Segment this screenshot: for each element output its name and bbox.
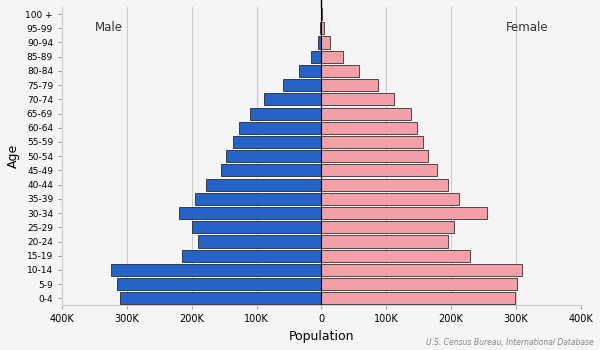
Bar xyxy=(322,36,330,49)
Bar xyxy=(322,221,454,233)
Bar xyxy=(195,193,322,205)
Text: Female: Female xyxy=(506,21,548,34)
Bar xyxy=(226,150,322,162)
Text: U.S. Census Bureau, International Database: U.S. Census Bureau, International Databa… xyxy=(426,337,594,346)
Bar xyxy=(299,65,322,77)
Bar xyxy=(322,79,379,91)
Bar xyxy=(322,136,423,148)
Bar xyxy=(322,292,515,304)
Bar xyxy=(121,292,322,304)
Bar xyxy=(322,207,487,219)
Bar xyxy=(322,236,448,247)
Bar xyxy=(320,22,322,34)
Bar xyxy=(322,250,470,262)
Bar xyxy=(318,36,322,49)
Bar xyxy=(322,22,324,34)
Bar xyxy=(192,221,322,233)
Bar xyxy=(311,51,322,63)
Bar xyxy=(322,150,428,162)
Bar xyxy=(322,65,359,77)
Bar xyxy=(322,193,460,205)
Bar xyxy=(117,278,322,290)
Bar xyxy=(322,122,418,134)
Bar xyxy=(322,264,523,276)
Bar xyxy=(111,264,322,276)
Bar xyxy=(221,164,322,176)
Bar xyxy=(233,136,322,148)
Bar xyxy=(198,236,322,247)
X-axis label: Population: Population xyxy=(289,330,354,343)
Bar xyxy=(322,51,343,63)
Bar xyxy=(322,107,411,120)
Bar xyxy=(322,93,394,105)
Bar xyxy=(283,79,322,91)
Bar xyxy=(182,250,322,262)
Bar xyxy=(206,178,322,191)
Bar xyxy=(179,207,322,219)
Bar xyxy=(322,178,448,191)
Y-axis label: Age: Age xyxy=(7,144,20,168)
Bar xyxy=(322,278,517,290)
Bar xyxy=(265,93,322,105)
Bar xyxy=(239,122,322,134)
Bar xyxy=(322,164,437,176)
Text: Male: Male xyxy=(95,21,122,34)
Bar xyxy=(250,107,322,120)
